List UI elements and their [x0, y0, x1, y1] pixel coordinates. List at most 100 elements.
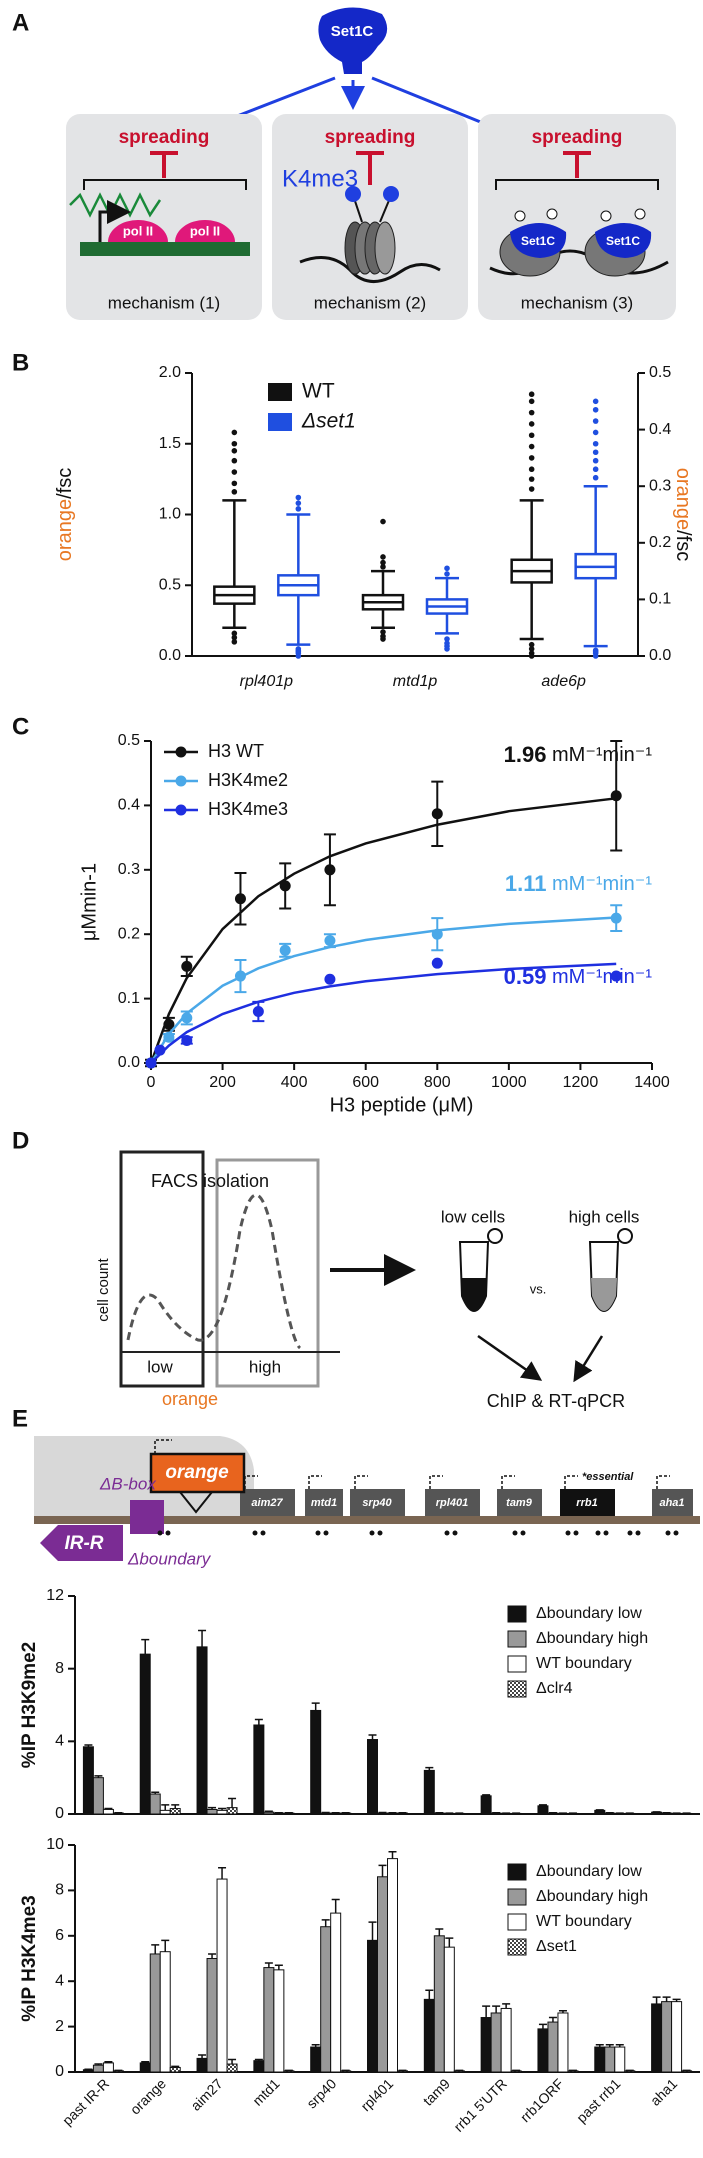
- y-tick-label: 1.5: [159, 435, 181, 452]
- nucleosomes-bound: [489, 208, 669, 277]
- bar: [206, 1958, 218, 2073]
- error-bar: [368, 1734, 377, 1740]
- bar: [139, 1653, 151, 1815]
- y2-tick-label: 0.4: [649, 421, 671, 438]
- x-tick-label: rpl401p: [240, 673, 293, 690]
- outlier: [231, 634, 238, 641]
- x-tick-label: tam9: [420, 2075, 453, 2108]
- mark-label: K4me3: [282, 165, 358, 192]
- outlier: [592, 466, 599, 473]
- legend-label: WT: [302, 380, 335, 403]
- panel-d: D FACS isolation cell count low high ora…: [12, 1127, 639, 1410]
- error-bar: [595, 2044, 604, 2048]
- point: [154, 1044, 166, 1056]
- point: [610, 970, 622, 982]
- point: [610, 790, 622, 802]
- x-tick-label: past rrb1: [573, 2075, 624, 2126]
- tubes: [458, 1228, 633, 1312]
- bar: [594, 2046, 606, 2073]
- error-bar: [435, 1928, 444, 1936]
- rate-unit: mM⁻¹min⁻¹: [546, 873, 652, 895]
- legend-swatch: [507, 1630, 527, 1648]
- y-tick-label: 2.0: [159, 364, 181, 381]
- complex-shape: [318, 7, 388, 74]
- error-bar: [425, 1766, 434, 1771]
- x-tick-label: 1000: [491, 1074, 527, 1091]
- bar: [594, 1809, 606, 1815]
- arrow: [573, 1335, 604, 1383]
- outlier: [444, 571, 450, 577]
- bar: [330, 1912, 342, 2073]
- outlier: [592, 398, 599, 405]
- y-tick-label: 4: [55, 1733, 64, 1750]
- bar: [82, 2069, 94, 2073]
- bar: [500, 2007, 512, 2073]
- legend-label: Δboundary low: [536, 1863, 642, 1880]
- bar: [216, 1809, 228, 1815]
- error-bar: [425, 1989, 434, 2000]
- point: [163, 1031, 175, 1043]
- bar: [320, 1926, 332, 2073]
- gate-high: [215, 1158, 320, 1388]
- panel-letter: A: [12, 9, 29, 36]
- mechanism-box: [66, 114, 262, 320]
- outlier: [231, 429, 238, 436]
- bar: [557, 2012, 569, 2073]
- rate-annotation: 1.11 mM⁻¹min⁻¹: [505, 871, 652, 896]
- outlier: [231, 457, 238, 464]
- outlier: [528, 443, 535, 450]
- deletion-label: Δboundary: [127, 1549, 212, 1568]
- gene-label: tam9: [506, 1497, 533, 1509]
- error-bar: [274, 1964, 283, 1970]
- outlier: [444, 646, 450, 652]
- panel-a: A Set1C spreading spreading spreading po…: [12, 7, 676, 320]
- spreading-label: spreading: [325, 127, 416, 148]
- outlier: [528, 398, 535, 405]
- outlier: [295, 494, 302, 501]
- outlier: [528, 409, 535, 416]
- complex-label: Set1C: [521, 234, 555, 248]
- rate-unit: mM⁻¹min⁻¹: [546, 966, 652, 988]
- x-tick-label: srp40: [303, 2075, 339, 2111]
- outlier: [380, 554, 386, 560]
- outlier: [592, 653, 599, 659]
- error-bar: [254, 2058, 263, 2061]
- error-bar: [672, 1998, 681, 2002]
- error-bar: [492, 2005, 501, 2013]
- bar: [480, 1795, 492, 1815]
- x-axis-label: H3 peptide (μM): [330, 1094, 474, 1116]
- error-bar: [445, 1937, 454, 1948]
- outlier: [528, 391, 535, 398]
- x-tick-label: 800: [424, 1074, 451, 1091]
- facs-title: FACS isolation: [151, 1171, 269, 1191]
- mechanism-box: [272, 114, 468, 320]
- point: [163, 1018, 175, 1030]
- bar: [169, 1808, 181, 1815]
- error-bar: [228, 2058, 237, 2065]
- pol-ii: [108, 220, 235, 242]
- error-bar: [558, 2009, 567, 2013]
- point: [181, 1012, 193, 1024]
- bar: [92, 1777, 104, 1815]
- bar: [614, 2046, 626, 2073]
- legend-swatch: [507, 1938, 527, 1956]
- versus: vs.: [530, 1281, 547, 1296]
- y-tick-label: 0.5: [159, 576, 181, 593]
- y2-tick-label: 0.5: [649, 364, 671, 381]
- bar: [310, 2046, 322, 2073]
- x-tick-label: mtd1p: [393, 673, 438, 690]
- point: [431, 808, 443, 820]
- legend-swatch: [268, 413, 292, 431]
- point: [181, 960, 193, 972]
- point: [324, 864, 336, 876]
- complex-label: Set1C: [606, 234, 640, 248]
- error-bar: [208, 1806, 217, 1810]
- bar: [537, 2028, 549, 2073]
- error-bar: [662, 1996, 671, 2002]
- legend-label: H3K4me3: [208, 799, 288, 819]
- rate-unit: mM⁻¹min⁻¹: [546, 744, 652, 766]
- bar: [433, 1935, 445, 2073]
- outlier: [592, 440, 599, 447]
- point: [431, 957, 443, 969]
- legend-label: WT boundary: [536, 1913, 632, 1930]
